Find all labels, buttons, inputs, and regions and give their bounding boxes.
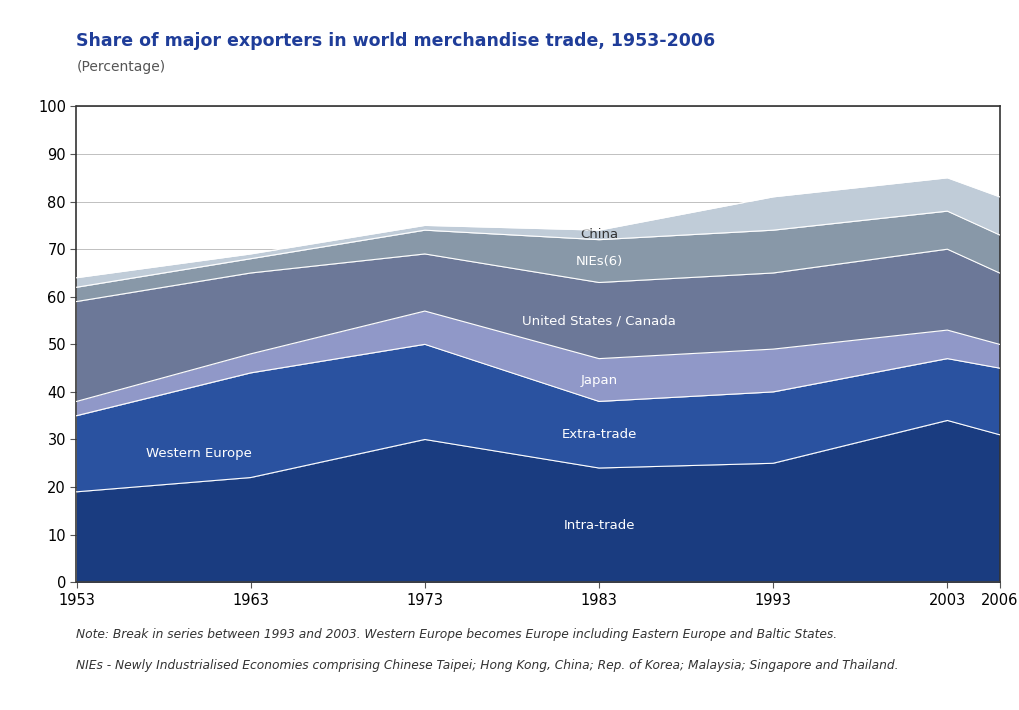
Text: NIEs(6): NIEs(6) xyxy=(575,255,622,268)
Text: Share of major exporters in world merchandise trade, 1953-2006: Share of major exporters in world mercha… xyxy=(76,32,715,50)
Text: Extra-trade: Extra-trade xyxy=(560,428,636,441)
Text: United States / Canada: United States / Canada xyxy=(522,314,676,327)
Text: Note: Break in series between 1993 and 2003. Western Europe becomes Europe inclu: Note: Break in series between 1993 and 2… xyxy=(76,628,837,641)
Text: Intra-trade: Intra-trade xyxy=(562,518,634,532)
Text: (Percentage): (Percentage) xyxy=(76,60,165,75)
Text: Japan: Japan xyxy=(580,373,616,386)
Text: Western Europe: Western Europe xyxy=(146,447,252,460)
Text: NIEs - Newly Industrialised Economies comprising Chinese Taipei; Hong Kong, Chin: NIEs - Newly Industrialised Economies co… xyxy=(76,659,898,672)
Text: China: China xyxy=(580,229,618,241)
